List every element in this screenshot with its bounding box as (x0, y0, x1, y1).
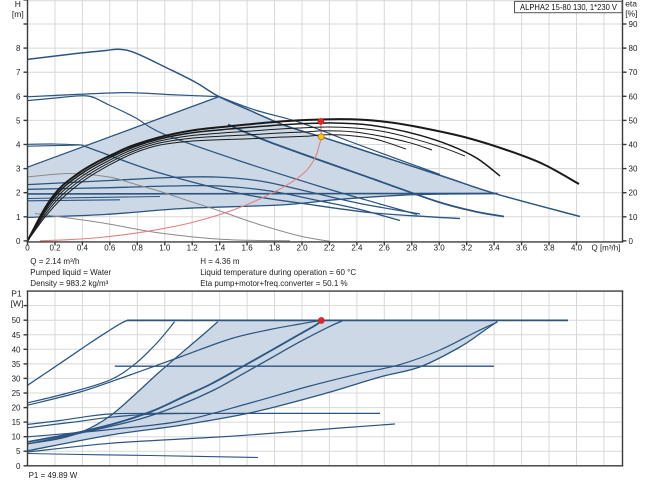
svg-text:2: 2 (16, 189, 21, 198)
svg-text:P1: P1 (11, 289, 22, 299)
svg-text:80: 80 (629, 44, 638, 53)
svg-text:30: 30 (12, 374, 21, 383)
svg-text:0: 0 (25, 244, 30, 253)
svg-text:7: 7 (16, 68, 21, 77)
svg-text:5: 5 (16, 116, 21, 125)
svg-text:1.8: 1.8 (269, 244, 281, 253)
svg-text:1.0: 1.0 (159, 244, 171, 253)
svg-text:H = 4.36 m: H = 4.36 m (200, 257, 240, 266)
svg-text:0.6: 0.6 (104, 244, 116, 253)
svg-text:1.4: 1.4 (214, 244, 226, 253)
svg-text:2.0: 2.0 (296, 244, 308, 253)
svg-text:0: 0 (16, 462, 21, 471)
svg-text:3.8: 3.8 (543, 244, 555, 253)
svg-text:4: 4 (16, 141, 21, 150)
svg-text:[W]: [W] (11, 298, 24, 308)
svg-text:1.2: 1.2 (187, 244, 199, 253)
svg-text:0.2: 0.2 (49, 244, 61, 253)
svg-text:3: 3 (16, 165, 21, 174)
svg-text:2.2: 2.2 (324, 244, 336, 253)
svg-text:1: 1 (16, 213, 21, 222)
svg-text:2.6: 2.6 (379, 244, 391, 253)
svg-text:0.8: 0.8 (132, 244, 144, 253)
svg-text:0.4: 0.4 (77, 244, 89, 253)
svg-text:8: 8 (16, 44, 21, 53)
svg-text:H: H (15, 0, 21, 9)
svg-text:P1 = 49.89 W: P1 = 49.89 W (29, 471, 78, 480)
svg-text:30: 30 (629, 165, 638, 174)
svg-text:ALPHA2 15-80 130, 1*230 V: ALPHA2 15-80 130, 1*230 V (520, 2, 617, 12)
svg-text:Q = 2.14 m³/h: Q = 2.14 m³/h (30, 257, 79, 266)
svg-text:0: 0 (629, 237, 634, 246)
svg-text:Pumped liquid = Water: Pumped liquid = Water (30, 268, 111, 277)
svg-text:60: 60 (629, 92, 638, 101)
svg-text:3.2: 3.2 (461, 244, 473, 253)
svg-text:15: 15 (12, 418, 21, 427)
svg-text:Eta pump+motor+freq.converter: Eta pump+motor+freq.converter = 50.1 % (200, 279, 347, 288)
svg-text:40: 40 (629, 141, 638, 150)
svg-text:Density = 983.2 kg/m³: Density = 983.2 kg/m³ (30, 279, 108, 288)
svg-text:45: 45 (12, 331, 21, 340)
svg-text:eta: eta (625, 0, 637, 9)
svg-text:4.0: 4.0 (571, 244, 583, 253)
svg-text:70: 70 (629, 68, 638, 77)
svg-text:6: 6 (16, 92, 21, 101)
svg-text:5: 5 (16, 447, 21, 456)
svg-text:[m]: [m] (12, 9, 24, 19)
svg-text:Q [m³/h]: Q [m³/h] (592, 244, 621, 253)
svg-text:25: 25 (12, 389, 21, 398)
svg-text:50: 50 (629, 116, 638, 125)
svg-text:40: 40 (12, 345, 21, 354)
svg-text:3.0: 3.0 (434, 244, 446, 253)
svg-text:0: 0 (16, 237, 21, 246)
svg-text:[%]: [%] (625, 9, 637, 19)
svg-text:20: 20 (12, 404, 21, 413)
svg-text:90: 90 (629, 20, 638, 29)
svg-text:50: 50 (12, 316, 21, 325)
svg-text:3.4: 3.4 (489, 244, 501, 253)
svg-text:10: 10 (629, 213, 638, 222)
svg-text:1.6: 1.6 (242, 244, 254, 253)
svg-text:10: 10 (12, 433, 21, 442)
svg-text:2.4: 2.4 (351, 244, 363, 253)
svg-text:2.8: 2.8 (406, 244, 418, 253)
svg-text:35: 35 (12, 360, 21, 369)
svg-text:20: 20 (629, 189, 638, 198)
svg-text:3.6: 3.6 (516, 244, 528, 253)
svg-text:Liquid temperature during oper: Liquid temperature during operation = 60… (200, 268, 356, 277)
